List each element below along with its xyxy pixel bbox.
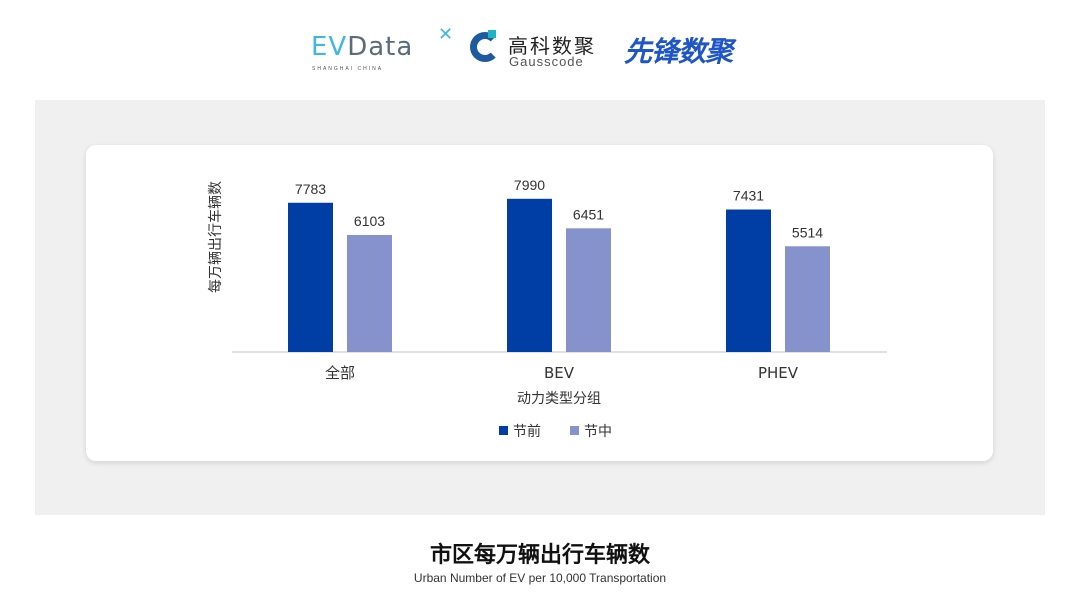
evdata-logo: EVData ✕ bbox=[311, 24, 455, 62]
chart-subtitle: Urban Number of EV per 10,000 Transporta… bbox=[413, 571, 667, 585]
bar-BEV-节中 bbox=[566, 228, 611, 352]
bar-PHEV-节前 bbox=[726, 209, 771, 352]
gausscode-square-icon bbox=[488, 30, 496, 38]
x-tick-label: BEV bbox=[544, 364, 575, 382]
legend-label: 节前 bbox=[513, 423, 541, 440]
xianfeng-logo: 先锋数聚 bbox=[624, 35, 733, 68]
legend-swatch bbox=[499, 426, 508, 435]
data-label: 7431 bbox=[733, 188, 764, 204]
chart-title: 市区每万辆出行车辆数 bbox=[429, 543, 650, 568]
y-axis-title: 每万辆出行车辆数 bbox=[207, 181, 224, 293]
data-label: 7783 bbox=[295, 181, 326, 197]
bar-全部-节中 bbox=[347, 234, 392, 352]
legend-swatch bbox=[570, 426, 579, 435]
gausscode-en: Gausscode bbox=[509, 54, 584, 69]
legend-label: 节中 bbox=[584, 424, 612, 440]
data-label: 5514 bbox=[792, 224, 823, 240]
gausscode-mark-icon bbox=[470, 32, 500, 62]
data-label: 7990 bbox=[514, 177, 545, 193]
evdata-sub: SHANGHAI CHINA bbox=[312, 66, 384, 72]
bar-BEV-节前 bbox=[507, 198, 552, 352]
data-label: 6451 bbox=[573, 206, 604, 222]
logo-bar: EVData ✕ SHANGHAI CHINA 高科数聚 Gausscode 先锋… bbox=[0, 24, 1080, 74]
bar-全部-节前 bbox=[288, 202, 333, 352]
gausscode-cn: 高科数聚 bbox=[508, 34, 596, 58]
bar-PHEV-节中 bbox=[785, 246, 830, 352]
data-label: 6103 bbox=[354, 213, 385, 229]
x-mark-icon: ✕ bbox=[438, 24, 455, 45]
x-axis-title: 动力类型分组 bbox=[517, 391, 601, 407]
x-tick-label: PHEV bbox=[758, 364, 799, 382]
x-tick-label: 全部 bbox=[325, 364, 355, 382]
